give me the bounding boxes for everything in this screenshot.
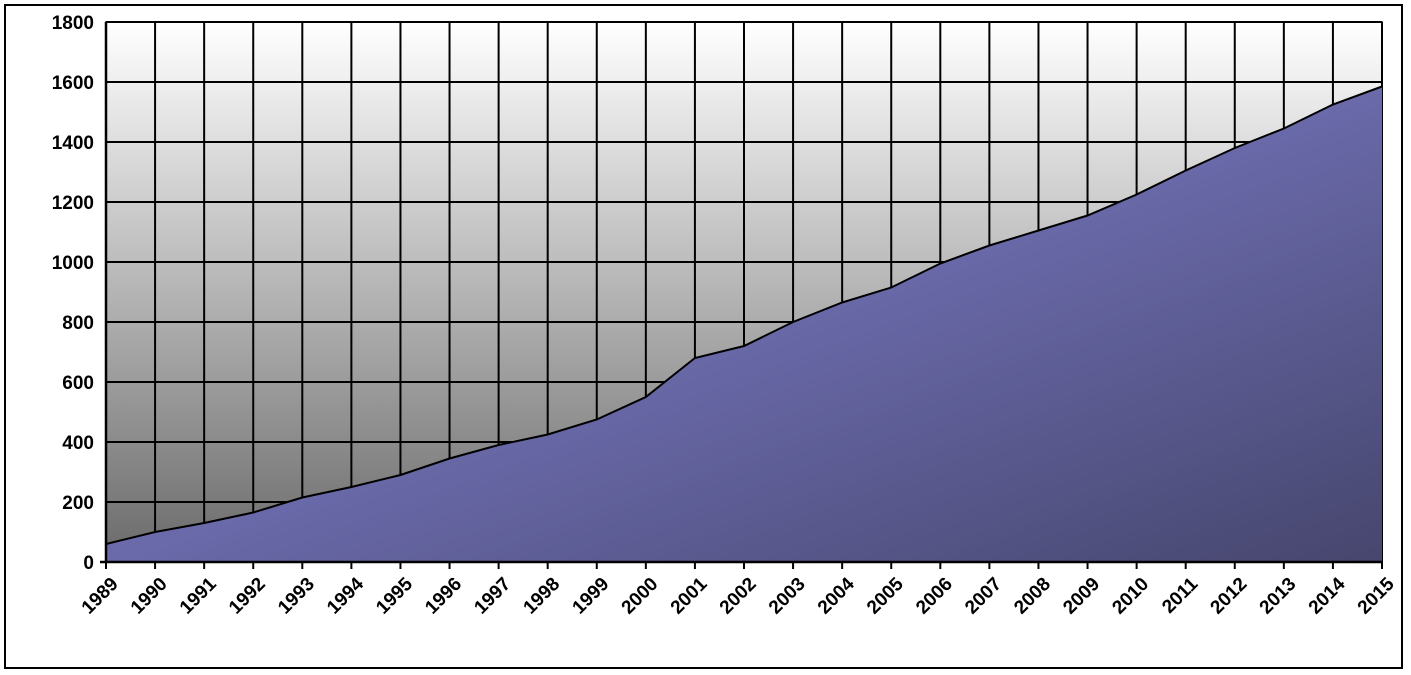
x-tick-label: 2014: [1305, 573, 1350, 618]
x-tick-label: 1999: [569, 574, 614, 619]
x-tick-label: 2001: [667, 573, 712, 618]
x-tick-label: 1995: [372, 573, 417, 618]
y-tick-label: 800: [62, 313, 94, 334]
y-tick-label: 1800: [52, 13, 94, 34]
x-tick-label: 2015: [1354, 573, 1399, 618]
y-tick-label: 1200: [52, 193, 94, 214]
x-tick-label: 2002: [716, 574, 761, 619]
y-tick-label: 1000: [52, 253, 94, 274]
x-tick-label: 2011: [1158, 573, 1202, 617]
x-tick-label: 2003: [765, 574, 810, 619]
x-tick-label: 2013: [1256, 574, 1301, 619]
x-tick-label: 2006: [912, 574, 957, 619]
x-axis-tick-labels: 1989 1990 1991 1992 1993 1994 1995 1996 1997 1998…: [78, 562, 1399, 618]
x-tick-label: 2005: [863, 573, 908, 618]
x-tick-label: 1990: [127, 574, 172, 619]
x-tick-label: 2004: [814, 573, 859, 618]
x-tick-label: 2012: [1207, 574, 1252, 619]
x-tick-label: 2010: [1108, 574, 1153, 619]
x-tick-label: 2000: [618, 574, 663, 619]
x-tick-label: 1996: [421, 574, 466, 619]
y-tick-label: 1600: [52, 73, 94, 94]
x-tick-label: 2008: [1010, 574, 1055, 619]
y-axis-tick-labels: 0 200 400 600 800 1000 1200 1400 1600 1800: [52, 13, 94, 574]
x-tick-label: 1997: [470, 574, 515, 619]
x-tick-label: 1992: [225, 574, 270, 619]
x-tick-label: 1993: [274, 574, 319, 619]
x-tick-label: 2009: [1059, 574, 1104, 619]
x-tick-label: 2007: [961, 574, 1006, 619]
y-tick-label: 200: [62, 493, 94, 514]
y-tick-label: 1400: [52, 133, 94, 154]
y-tick-label: 600: [62, 373, 94, 394]
x-tick-label: 1991: [176, 573, 221, 618]
area-series-outline: [105, 85, 1383, 545]
x-tick-label: 1989: [78, 574, 123, 619]
y-tick-label: 400: [62, 433, 94, 454]
y-tick-label: 0: [83, 553, 94, 574]
x-tick-label: 1998: [520, 574, 565, 619]
area-series: [106, 86, 1382, 562]
x-tick-label: 1994: [323, 573, 368, 618]
